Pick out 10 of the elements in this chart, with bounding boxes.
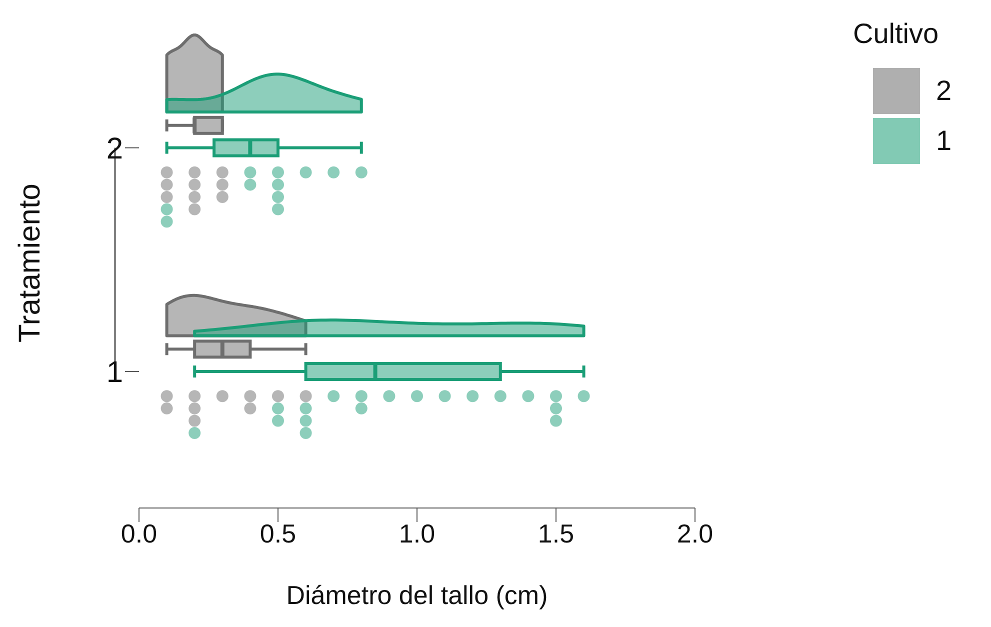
x-tick-label: 0.5 [260,518,296,548]
legend-label: 1 [936,125,952,157]
x-axis-title: Diámetro del tallo (cm) [286,580,548,610]
legend-label: 2 [936,75,952,107]
x-tick-label: 2.0 [676,518,714,548]
x-tick-label: 0.0 [120,518,158,548]
legend-title: Cultivo [853,18,940,50]
y-axis-title: Tratamiento [14,184,47,342]
x-tick-label: 1.0 [398,518,436,548]
x-tick-label: 1.5 [538,518,574,548]
